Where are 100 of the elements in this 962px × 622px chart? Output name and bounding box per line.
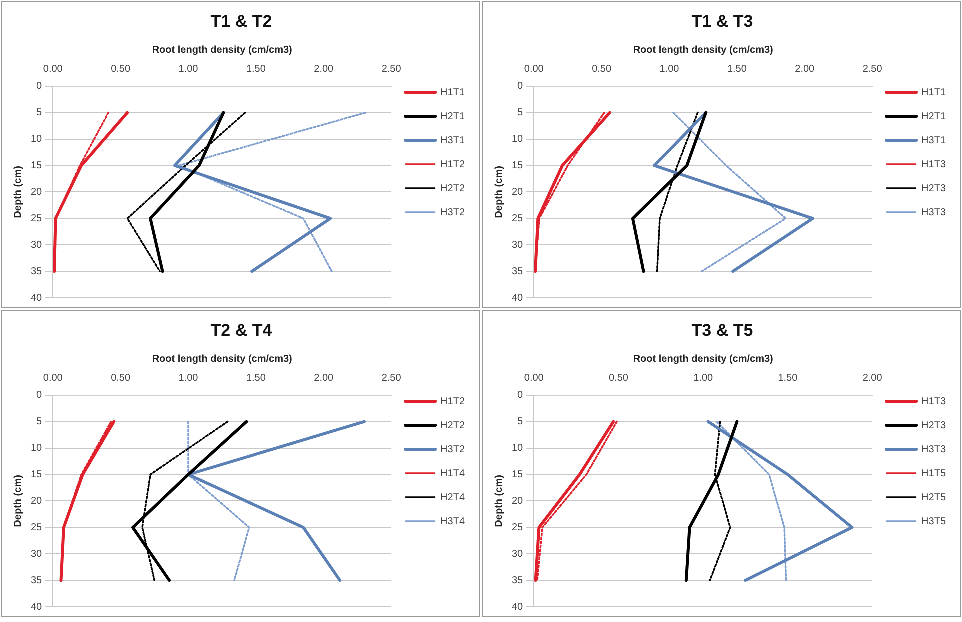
- y-tick-label: 20: [31, 496, 43, 507]
- x-tick-label: 2.00: [862, 373, 883, 384]
- y-tick-label: 15: [31, 470, 43, 480]
- x-tick-label: 0.00: [524, 373, 544, 384]
- x-axis-title: Root length density (cm/cm3): [633, 354, 774, 366]
- legend-label: H3T3: [922, 207, 946, 218]
- x-tick-label: 0.00: [43, 64, 64, 76]
- x-tick-label: 2.50: [862, 64, 883, 76]
- chart-title: T1 & T2: [210, 12, 272, 31]
- y-tick-label: 0: [518, 81, 524, 92]
- y-tick-label: 20: [512, 496, 524, 507]
- x-tick-label: 0.50: [592, 64, 612, 76]
- y-tick-label: 30: [512, 548, 524, 560]
- y-axis-title: Depth (cm): [494, 166, 505, 218]
- x-tick-label: 0.50: [608, 373, 629, 384]
- line-series: [188, 420, 250, 582]
- x-tick-label: 0.00: [524, 64, 544, 76]
- legend-label: H3T2: [440, 444, 466, 456]
- legend-label: H1T2: [440, 159, 466, 170]
- x-tick-label: 2.50: [382, 373, 402, 384]
- y-tick-label: 40: [512, 602, 524, 613]
- legend-label: H3T5: [922, 516, 946, 528]
- legend-label: H2T3: [922, 420, 946, 432]
- chart-title: T2 & T4: [210, 320, 273, 340]
- x-tick-label: 2.00: [314, 64, 334, 76]
- y-tick-label: 10: [512, 443, 524, 454]
- line-series: [126, 112, 246, 272]
- legend-label: H3T4: [440, 516, 466, 528]
- y-tick-label: 30: [31, 548, 43, 560]
- legend-label: H1T3: [922, 396, 946, 408]
- y-tick-label: 10: [512, 134, 524, 146]
- x-tick-label: 1.00: [660, 64, 680, 76]
- y-tick-label: 5: [518, 416, 524, 428]
- y-tick-label: 35: [31, 575, 43, 586]
- legend-label: H1T4: [440, 468, 466, 480]
- y-tick-label: 0: [518, 390, 524, 402]
- y-tick-label: 40: [512, 292, 524, 304]
- x-axis-title: Root length density (cm/cm3): [152, 45, 292, 56]
- y-tick-label: 15: [31, 160, 43, 172]
- legend-label: H1T1: [440, 87, 466, 98]
- x-tick-label: 2.00: [314, 373, 334, 384]
- y-tick-label: 35: [512, 575, 524, 586]
- legend-label: H2T2: [440, 420, 466, 432]
- y-tick-label: 25: [512, 522, 524, 534]
- legend-label: H2T2: [440, 183, 466, 194]
- x-tick-label: 0.50: [111, 373, 131, 384]
- y-tick-label: 15: [512, 470, 524, 480]
- y-tick-label: 40: [31, 292, 43, 304]
- x-tick-label: 1.50: [246, 373, 266, 384]
- y-tick-label: 35: [31, 266, 43, 278]
- y-tick-label: 0: [36, 81, 43, 92]
- x-tick-label: 2.50: [382, 64, 402, 76]
- y-tick-label: 20: [512, 186, 524, 198]
- legend-label: H1T2: [440, 396, 466, 408]
- legend-label: H2T1: [440, 111, 466, 122]
- x-tick-label: 0.50: [111, 64, 131, 76]
- x-tick-label: 1.50: [778, 373, 798, 384]
- y-tick-label: 30: [512, 240, 524, 251]
- y-tick-label: 15: [512, 160, 524, 172]
- chart-title: T1 & T3: [692, 12, 754, 31]
- y-tick-label: 10: [31, 134, 43, 146]
- legend-label: H2T1: [922, 111, 946, 122]
- legend-label: H3T3: [922, 444, 946, 456]
- y-tick-label: 30: [31, 240, 43, 251]
- y-tick-label: 25: [31, 213, 43, 224]
- x-axis-title: Root length density (cm/cm3): [633, 45, 774, 56]
- y-tick-label: 5: [518, 108, 524, 119]
- x-tick-label: 1.50: [727, 64, 748, 76]
- y-tick-label: 40: [31, 602, 43, 613]
- x-axis-title: Root length density (cm/cm3): [152, 354, 292, 366]
- y-tick-label: 5: [36, 416, 43, 428]
- x-tick-label: 1.00: [178, 373, 199, 384]
- y-tick-label: 20: [31, 186, 43, 198]
- line-series: [716, 420, 788, 582]
- y-axis-title: Depth (cm): [12, 475, 24, 528]
- y-tick-label: 0: [36, 390, 43, 402]
- legend-label: H3T1: [922, 135, 946, 146]
- x-tick-label: 1.00: [694, 373, 714, 384]
- legend-label: H2T5: [922, 492, 946, 504]
- legend-label: H1T3: [922, 159, 946, 170]
- legend-label: H1T5: [922, 468, 946, 480]
- legend-label: H2T3: [922, 183, 946, 194]
- legend-label: H1T1: [922, 87, 946, 98]
- line-series: [672, 112, 787, 272]
- x-tick-label: 1.50: [246, 64, 266, 76]
- y-tick-label: 10: [31, 443, 43, 454]
- legend-label: H3T2: [440, 207, 466, 218]
- y-tick-label: 25: [31, 522, 43, 534]
- legend-label: H2T4: [440, 492, 466, 504]
- x-tick-label: 2.00: [795, 64, 816, 76]
- y-axis-title: Depth (cm): [494, 475, 505, 528]
- legend-label: H3T1: [440, 135, 466, 146]
- y-tick-label: 25: [512, 213, 524, 224]
- y-tick-label: 35: [512, 266, 524, 278]
- x-tick-label: 0.00: [43, 373, 64, 384]
- chart-title: T3 & T5: [692, 320, 754, 340]
- line-series: [178, 112, 367, 272]
- y-axis-title: Depth (cm): [12, 166, 24, 218]
- x-tick-label: 1.00: [178, 64, 199, 76]
- y-tick-label: 5: [36, 108, 43, 119]
